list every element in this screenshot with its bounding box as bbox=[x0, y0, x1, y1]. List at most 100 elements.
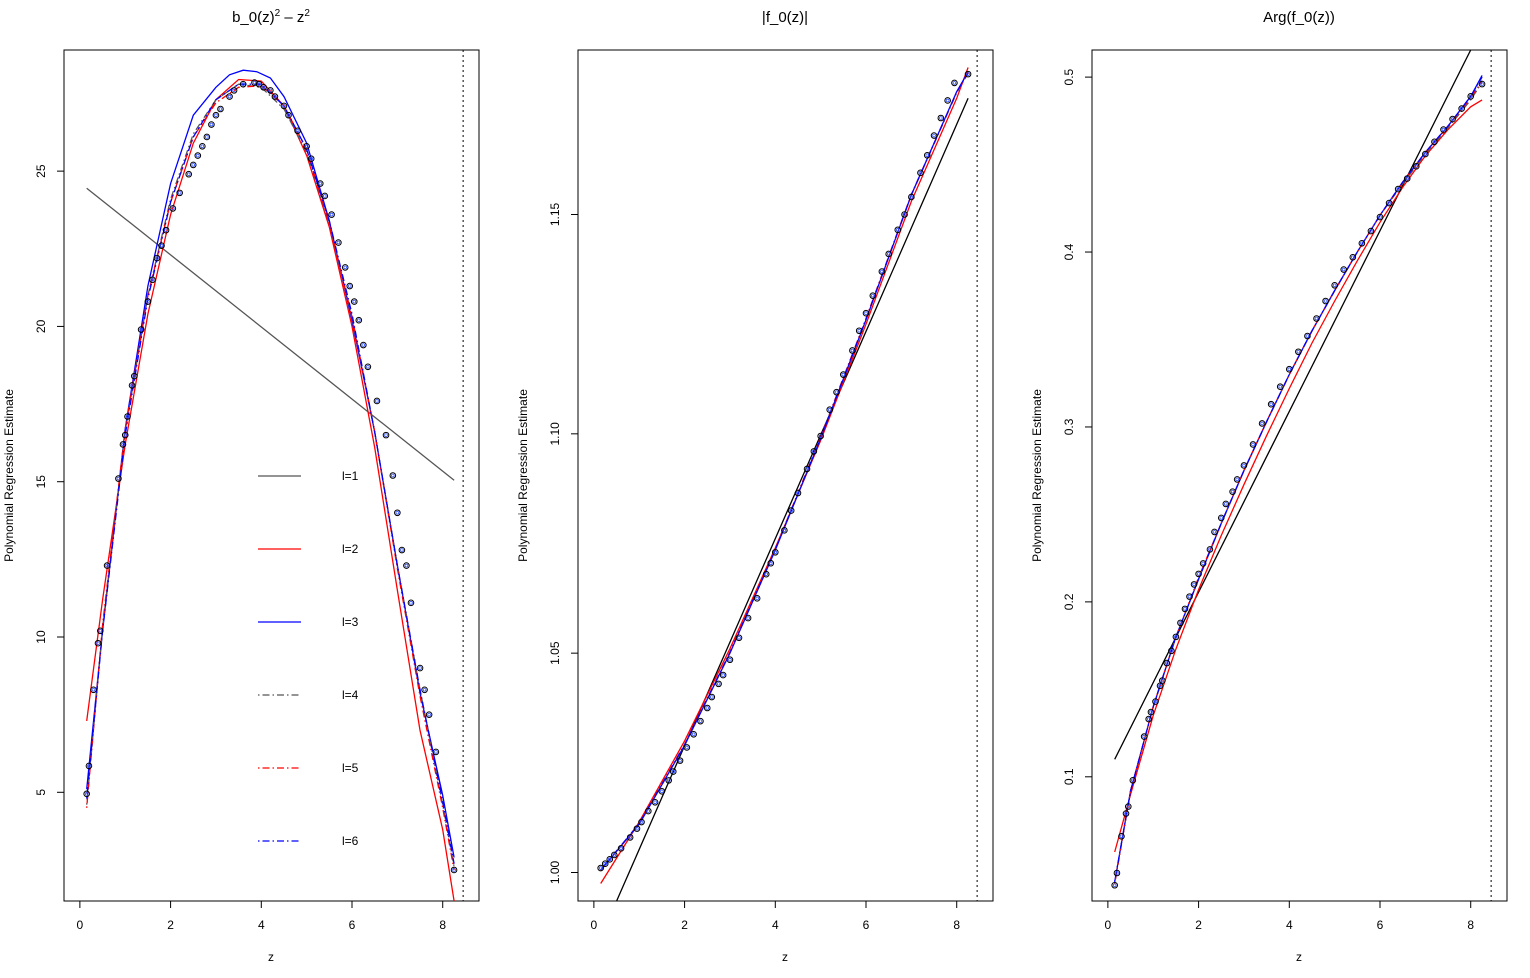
data-point-inner bbox=[1468, 94, 1473, 99]
data-point bbox=[83, 790, 90, 798]
series-line-3 bbox=[1114, 75, 1483, 882]
data-point-inner bbox=[1112, 883, 1117, 888]
data-point-inner bbox=[721, 673, 725, 677]
data-point-inner bbox=[171, 206, 175, 211]
x-tick-label: 8 bbox=[953, 918, 960, 932]
data-point-inner bbox=[1423, 152, 1428, 156]
data-point-inner bbox=[309, 156, 313, 161]
series-line-6 bbox=[86, 83, 455, 864]
data-point bbox=[869, 292, 877, 299]
y-tick-label: 5 bbox=[34, 789, 48, 796]
y-tick-label: 0.2 bbox=[1062, 593, 1076, 610]
data-point-inner bbox=[768, 561, 773, 566]
data-point bbox=[199, 142, 206, 150]
data-point-inner bbox=[1223, 502, 1228, 506]
data-point-inner bbox=[841, 372, 846, 377]
data-point bbox=[617, 845, 625, 852]
data-point bbox=[715, 680, 722, 688]
data-point-inner bbox=[400, 548, 404, 552]
data-point-inner bbox=[1126, 804, 1131, 809]
data-point-inner bbox=[1251, 442, 1255, 447]
data-point bbox=[260, 83, 267, 91]
y-tick-label: 15 bbox=[34, 475, 48, 489]
legend: l=1 l=2 l=3 l=4 l=5 l=6 bbox=[258, 469, 359, 848]
data-point-inner bbox=[603, 861, 608, 866]
x-tick-label: 2 bbox=[681, 918, 688, 932]
data-point bbox=[651, 799, 659, 806]
data-point-inner bbox=[902, 212, 907, 217]
data-point-inner bbox=[773, 550, 778, 555]
data-point bbox=[149, 276, 156, 284]
data-point bbox=[432, 748, 440, 756]
data-point-inner bbox=[1158, 684, 1162, 688]
data-point bbox=[1186, 593, 1193, 600]
data-point bbox=[1233, 476, 1241, 483]
data-point bbox=[203, 133, 211, 141]
data-point-inner bbox=[671, 769, 676, 774]
data-point bbox=[1168, 647, 1175, 655]
data-point-inner bbox=[952, 81, 957, 85]
data-point bbox=[185, 170, 193, 178]
series-line-6 bbox=[1114, 76, 1483, 882]
data-point bbox=[128, 382, 136, 389]
plot-frame bbox=[1091, 49, 1508, 902]
data-point-inner bbox=[125, 414, 130, 419]
data-point-inner bbox=[1230, 489, 1235, 494]
data-point bbox=[212, 111, 220, 119]
chart-title: |f_0(z)| bbox=[762, 9, 808, 26]
plot-area bbox=[597, 67, 972, 901]
data-point bbox=[1122, 810, 1130, 817]
data-point bbox=[1124, 803, 1132, 810]
data-point bbox=[1229, 488, 1236, 495]
data-point-inner bbox=[105, 563, 109, 568]
data-point-inner bbox=[909, 195, 914, 199]
data-point-inner bbox=[1341, 267, 1346, 272]
chart-title: b_0(z)2 – z2 bbox=[232, 8, 310, 26]
series-line-3 bbox=[86, 69, 455, 858]
data-point-inner bbox=[96, 641, 100, 646]
series-line-5 bbox=[1114, 80, 1483, 884]
data-point-inner bbox=[375, 399, 379, 403]
data-point bbox=[1340, 266, 1348, 273]
y-axis-label: Polynomial Regression Estimate bbox=[1030, 389, 1044, 562]
data-point bbox=[189, 161, 197, 169]
data-point-inner bbox=[612, 853, 617, 857]
x-tick-label: 4 bbox=[1286, 918, 1293, 932]
x-tick-label: 0 bbox=[77, 918, 84, 932]
x-tick-label: 2 bbox=[167, 918, 174, 932]
data-point bbox=[767, 559, 775, 567]
data-point-inner bbox=[155, 256, 159, 260]
data-point bbox=[96, 627, 104, 635]
data-point-inner bbox=[1305, 334, 1310, 338]
data-point-inner bbox=[304, 144, 309, 149]
data-point bbox=[735, 634, 743, 642]
data-point-inner bbox=[1278, 384, 1283, 389]
data-point-inner bbox=[452, 868, 456, 872]
data-point-inner bbox=[1323, 299, 1328, 303]
data-point-inner bbox=[1149, 710, 1153, 714]
x-tick-label: 4 bbox=[258, 918, 265, 932]
data-point bbox=[346, 282, 354, 290]
y-tick-label: 0.5 bbox=[1062, 68, 1076, 85]
data-point-inner bbox=[639, 820, 644, 824]
data-point bbox=[1190, 581, 1198, 588]
y-tick-label: 10 bbox=[34, 630, 48, 644]
data-point-inner bbox=[232, 88, 236, 93]
data-point bbox=[1440, 126, 1447, 133]
data-point-inner bbox=[1378, 215, 1382, 219]
data-point-inner bbox=[827, 407, 832, 412]
data-point bbox=[1304, 332, 1311, 340]
data-point-inner bbox=[227, 94, 232, 99]
data-point-inner bbox=[660, 789, 664, 794]
data-point-inner bbox=[130, 383, 134, 388]
data-point-inner bbox=[635, 826, 639, 831]
data-point bbox=[683, 744, 691, 751]
data-point bbox=[217, 105, 224, 113]
data-point bbox=[817, 432, 824, 440]
data-point-inner bbox=[646, 809, 651, 813]
data-point-inner bbox=[336, 240, 341, 245]
data-point-inner bbox=[395, 510, 400, 515]
